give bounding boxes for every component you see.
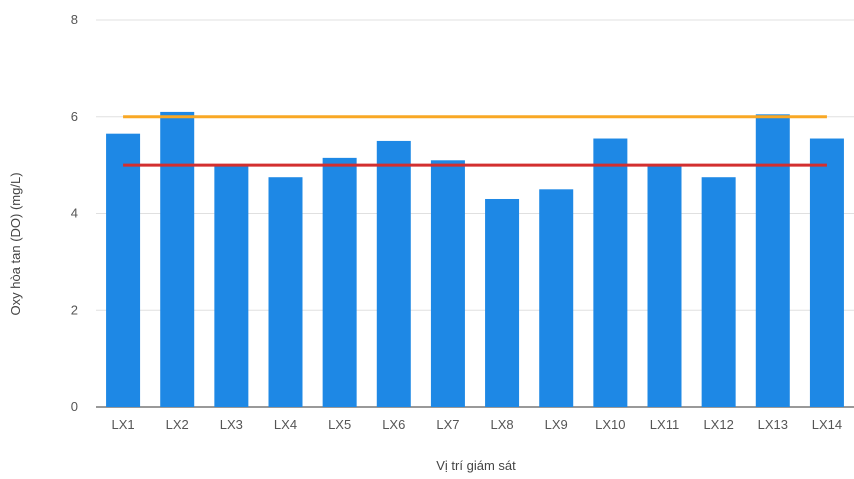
bar-lx8[interactable]	[485, 199, 519, 407]
threshold-lines	[123, 117, 827, 165]
grid-lines	[96, 20, 854, 407]
y-tick-label: 4	[71, 206, 78, 221]
x-tick-label: LX9	[545, 417, 568, 432]
x-tick-label: LX8	[491, 417, 514, 432]
x-tick-label: LX7	[436, 417, 459, 432]
x-tick-labels: LX1 LX2 LX3 LX4 LX5 LX6 LX7 LX8 LX9 LX10 LX11 LX12 L…	[112, 417, 843, 432]
bar-lx9[interactable]	[539, 189, 573, 407]
bar-lx11[interactable]	[648, 165, 682, 407]
bar-lx6[interactable]	[377, 141, 411, 407]
y-tick-labels: 0 2 4 6 8	[71, 12, 78, 414]
x-tick-label: LX12	[703, 417, 733, 432]
bar-lx3[interactable]	[214, 165, 248, 407]
x-tick-label: LX14	[812, 417, 842, 432]
x-tick-label: LX5	[328, 417, 351, 432]
bar-lx12[interactable]	[702, 177, 736, 407]
x-tick-label: LX1	[112, 417, 135, 432]
y-axis-title: Oxy hòa tan (DO) (mg/L)	[8, 172, 23, 315]
y-tick-label: 2	[71, 302, 78, 317]
x-tick-label: LX11	[650, 417, 679, 432]
x-tick-label: LX4	[274, 417, 297, 432]
x-tick-label: LX2	[166, 417, 189, 432]
x-tick-label: LX13	[758, 417, 788, 432]
bar-lx4[interactable]	[269, 177, 303, 407]
bars	[106, 112, 844, 407]
x-tick-label: LX6	[382, 417, 405, 432]
bar-lx5[interactable]	[323, 158, 357, 407]
x-tick-label: LX3	[220, 417, 243, 432]
bar-lx7[interactable]	[431, 160, 465, 407]
bar-lx13[interactable]	[756, 114, 790, 407]
bar-lx1[interactable]	[106, 134, 140, 407]
bar-lx10[interactable]	[593, 139, 627, 407]
y-tick-label: 6	[71, 109, 78, 124]
x-tick-label: LX10	[595, 417, 625, 432]
x-axis-title: Vị trí giám sát	[436, 458, 516, 473]
y-tick-label: 8	[71, 12, 78, 27]
bar-lx14[interactable]	[810, 139, 844, 407]
bar-lx2[interactable]	[160, 112, 194, 407]
y-tick-label: 0	[71, 399, 78, 414]
